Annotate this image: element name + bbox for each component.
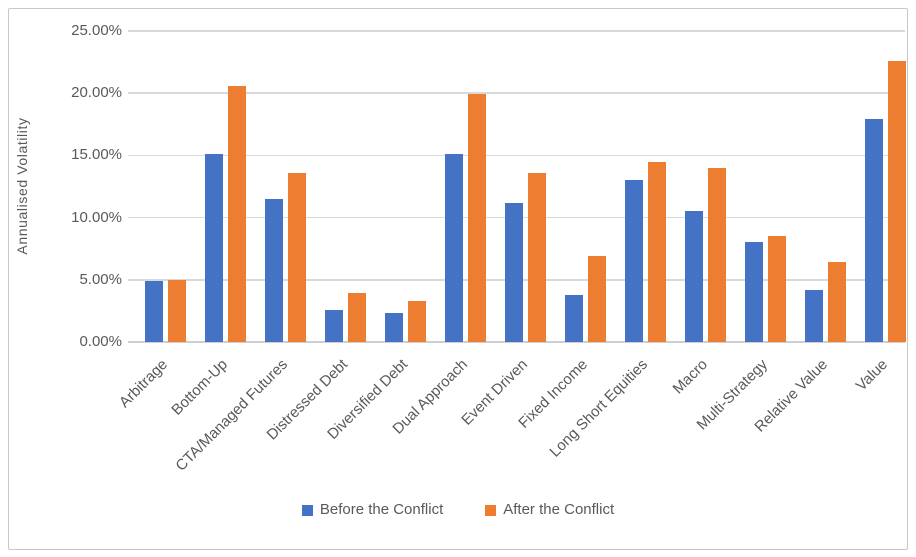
y-axis-ticks: 0.00% 5.00% 10.00% 15.00% 20.00% 25.00% — [34, 22, 122, 350]
bar-after-the-conflict-macro — [707, 167, 726, 342]
bar-before-the-conflict-long-short-equities — [624, 180, 643, 342]
bar-before-the-conflict-value — [864, 119, 883, 342]
bar-before-the-conflict-cta-managed-futures — [264, 198, 283, 342]
legend-swatch-before-the-conflict — [301, 504, 313, 516]
bar-after-the-conflict-fixed-income — [587, 256, 606, 342]
bar-after-the-conflict-dual-approach — [467, 94, 486, 342]
bar-before-the-conflict-multi-strategy — [744, 242, 763, 342]
bar-before-the-conflict-fixed-income — [564, 294, 583, 342]
bar-after-the-conflict-diversified-debt — [407, 300, 426, 342]
y-tick-label: 25.00% — [71, 22, 122, 39]
y-tick-label: 0.00% — [79, 333, 122, 350]
y-tick-label: 15.00% — [71, 146, 122, 164]
legend-item-after-the-conflict: After the Conflict — [485, 501, 614, 519]
gridline-0.00% — [128, 341, 905, 343]
x-axis-labels: Arbitrage Bottom-Up CTA/Managed Futures Dis… — [116, 342, 905, 487]
y-tick-label: 20.00% — [71, 84, 122, 102]
gridline-15.00% — [128, 154, 905, 157]
x-axis-label-bottom-up: Bottom-Up — [168, 356, 232, 419]
y-tick-label: 10.00% — [71, 208, 122, 226]
x-axis-label-value: Value — [852, 356, 892, 395]
legend-item-before-the-conflict: Before the Conflict — [301, 501, 444, 519]
bar-before-the-conflict-dual-approach — [444, 154, 463, 342]
legend-swatch-after-the-conflict — [485, 504, 497, 516]
x-axis-label-cta-managed-futures: CTA/Managed Futures — [172, 356, 292, 475]
bar-after-the-conflict-arbitrage — [167, 279, 186, 342]
y-axis-title-text: Annualised Volatility — [14, 117, 30, 255]
bar-before-the-conflict-distressed-debt — [324, 309, 343, 342]
bar-after-the-conflict-multi-strategy — [767, 236, 786, 342]
x-axis-label-macro: Macro — [669, 356, 712, 398]
bar-after-the-conflict-value — [887, 60, 906, 342]
bar-before-the-conflict-relative-value — [804, 289, 823, 342]
bar-after-the-conflict-distressed-debt — [347, 293, 366, 342]
gridline-20.00% — [128, 92, 905, 94]
bar-before-the-conflict-event-driven — [504, 202, 523, 342]
y-tick-label: 5.00% — [79, 270, 122, 288]
bar-after-the-conflict-bottom-up — [227, 85, 246, 342]
legend: Before the Conflict After the Conflict — [0, 498, 916, 522]
bar-before-the-conflict-bottom-up — [204, 154, 223, 342]
plot-area — [128, 30, 906, 343]
bar-after-the-conflict-cta-managed-futures — [287, 172, 306, 342]
bar-after-the-conflict-relative-value — [827, 262, 846, 342]
bar-before-the-conflict-macro — [684, 211, 703, 342]
legend-label: After the Conflict — [503, 501, 615, 518]
bar-after-the-conflict-long-short-equities — [647, 161, 666, 342]
bar-before-the-conflict-diversified-debt — [384, 313, 403, 342]
legend-label: Before the Conflict — [319, 501, 444, 518]
bar-before-the-conflict-arbitrage — [144, 281, 163, 342]
bar-after-the-conflict-event-driven — [527, 172, 546, 342]
gridline-25.00% — [128, 30, 905, 32]
